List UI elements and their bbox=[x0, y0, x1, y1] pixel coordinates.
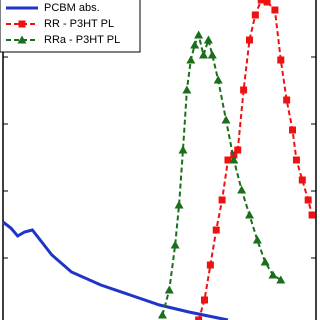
marker bbox=[268, 270, 278, 279]
marker bbox=[229, 155, 239, 164]
marker bbox=[174, 200, 184, 209]
legend-label: RR - P3HT PL bbox=[44, 18, 114, 30]
marker bbox=[164, 285, 174, 294]
marker bbox=[170, 240, 180, 249]
marker bbox=[195, 316, 203, 320]
marker bbox=[190, 40, 200, 49]
marker bbox=[237, 185, 247, 194]
marker bbox=[263, 0, 271, 6]
marker bbox=[212, 226, 220, 234]
marker bbox=[244, 210, 254, 219]
series-line bbox=[161, 31, 282, 316]
series-line bbox=[2, 220, 229, 320]
marker bbox=[276, 275, 286, 284]
marker bbox=[218, 196, 226, 204]
marker bbox=[304, 196, 312, 204]
marker bbox=[178, 145, 188, 154]
marker bbox=[221, 115, 231, 124]
marker bbox=[234, 146, 242, 154]
marker bbox=[283, 96, 291, 104]
marker bbox=[194, 30, 204, 39]
legend-marker bbox=[18, 20, 26, 28]
marker bbox=[199, 50, 209, 59]
legend-label: PCBM abs. bbox=[44, 2, 100, 14]
marker bbox=[292, 156, 300, 164]
marker bbox=[240, 86, 248, 94]
marker bbox=[245, 36, 253, 44]
marker bbox=[277, 56, 285, 64]
legend-label: RRa - P3HT PL bbox=[44, 34, 120, 46]
legend-marker bbox=[17, 35, 27, 44]
marker bbox=[157, 310, 167, 319]
marker bbox=[251, 11, 259, 19]
marker bbox=[203, 35, 213, 44]
marker bbox=[289, 126, 297, 134]
marker bbox=[298, 176, 306, 184]
marker bbox=[213, 75, 223, 84]
marker bbox=[182, 85, 192, 94]
marker bbox=[252, 235, 262, 244]
marker bbox=[200, 296, 208, 304]
marker bbox=[230, 151, 238, 159]
marker bbox=[207, 50, 217, 59]
marker bbox=[224, 156, 232, 164]
marker bbox=[206, 261, 214, 269]
marker bbox=[186, 55, 196, 64]
marker bbox=[257, 0, 265, 4]
marker bbox=[260, 257, 270, 266]
marker bbox=[308, 211, 316, 219]
marker bbox=[271, 6, 279, 14]
